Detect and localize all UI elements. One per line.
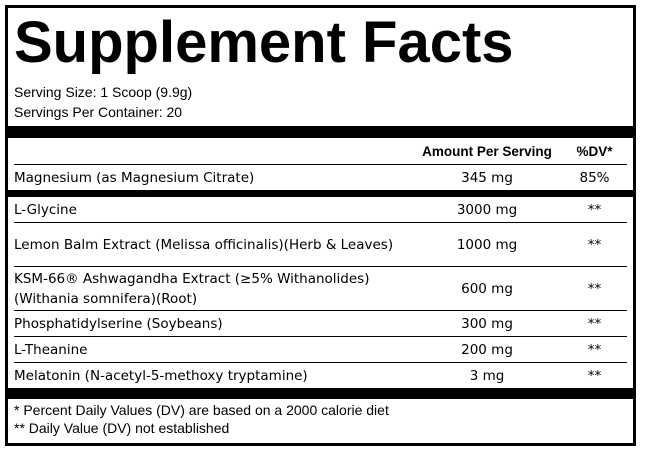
ingredient-amount: 1000 mg (456, 236, 518, 253)
ingredient-name: KSM-66® Ashwagandha Extract (≥5% Withano… (14, 270, 370, 307)
footnote-dv-not-established: ** Daily Value (DV) not established (14, 420, 230, 436)
table-row: Magnesium (as Magnesium Citrate) 345 mg … (14, 165, 627, 190)
ingredient-amount: 345 mg (461, 169, 513, 186)
ingredient-name: L-Theanine (14, 341, 88, 358)
supplement-facts-panel: Supplement Facts Serving Size: 1 Scoop (… (5, 5, 636, 446)
ingredient-amount: 600 mg (461, 280, 513, 297)
thick-divider (8, 190, 633, 197)
amount-per-serving-header: Amount Per Serving (422, 143, 552, 159)
ingredient-dv: 85% (579, 169, 610, 186)
table-row: L-Glycine 3000 mg ** (14, 197, 627, 222)
ingredient-name: L-Glycine (14, 201, 77, 218)
table-row: L-Theanine 200 mg ** (14, 337, 627, 362)
footnotes: * Percent Daily Values (DV) are based on… (14, 399, 627, 437)
table-row: Phosphatidylserine (Soybeans) 300 mg ** (14, 311, 627, 336)
panel-title: Supplement Facts (14, 10, 514, 75)
table-row: Lemon Balm Extract (Melissa officinalis)… (14, 223, 627, 266)
thick-divider (8, 388, 633, 399)
dv-header: %DV* (576, 143, 613, 159)
thick-divider (8, 126, 633, 138)
divider (14, 266, 627, 267)
ingredient-dv: ** (587, 201, 602, 218)
divider (14, 164, 627, 165)
serving-size: Serving Size: 1 Scoop (9.9g) (14, 84, 193, 100)
ingredient-amount: 3000 mg (456, 201, 518, 218)
ingredient-dv: ** (587, 236, 602, 253)
ingredient-amount: 200 mg (461, 341, 513, 358)
ingredient-dv: ** (587, 367, 602, 384)
table-row: Melatonin (N-acetyl-5-methoxy tryptamine… (14, 363, 627, 388)
table-header-row: Amount Per Serving %DV* (14, 138, 627, 164)
ingredient-amount: 3 mg (469, 367, 505, 384)
ingredient-name: Melatonin (N-acetyl-5-methoxy tryptamine… (14, 367, 308, 384)
footnote-percent-dv: * Percent Daily Values (DV) are based on… (14, 402, 389, 418)
ingredient-name: Magnesium (as Magnesium Citrate) (14, 169, 255, 186)
divider (14, 222, 627, 223)
ingredient-name: Phosphatidylserine (Soybeans) (14, 315, 223, 332)
servings-per-container: Servings Per Container: 20 (14, 104, 183, 120)
ingredient-dv: ** (587, 315, 602, 332)
divider (14, 362, 627, 363)
divider (14, 310, 627, 311)
ingredient-dv: ** (587, 341, 602, 358)
ingredient-amount: 300 mg (461, 315, 513, 332)
divider (14, 336, 627, 337)
ingredient-dv: ** (587, 280, 602, 297)
ingredient-name: Lemon Balm Extract (Melissa officinalis)… (14, 236, 394, 253)
table-row: KSM-66® Ashwagandha Extract (≥5% Withano… (14, 267, 627, 310)
